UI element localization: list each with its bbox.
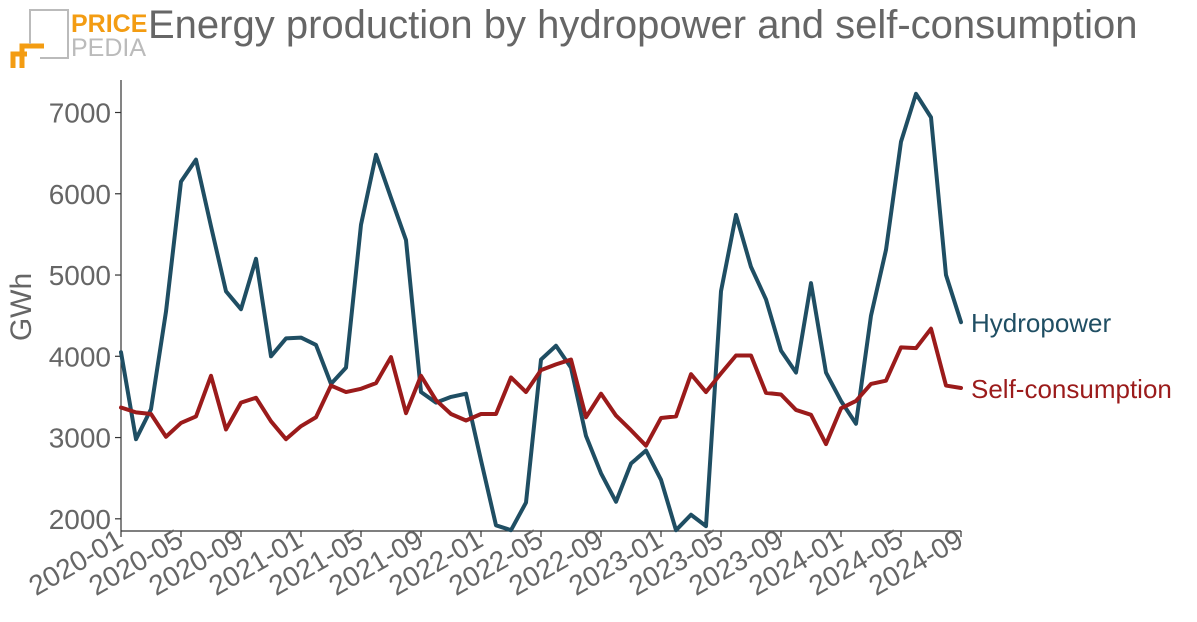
series-line-hydropower bbox=[119, 91, 963, 533]
y-tick-label: 5000 bbox=[49, 260, 111, 291]
y-tick-label: 2000 bbox=[49, 504, 111, 535]
series-label-hydropower: Hydropower bbox=[971, 308, 1112, 338]
pricepedia-logo: PRICE PEDIA bbox=[10, 9, 147, 68]
y-axis-title: GWh bbox=[5, 273, 38, 341]
logo-text-pedia: PEDIA bbox=[71, 34, 146, 62]
y-tick-label: 4000 bbox=[49, 341, 111, 372]
y-axis: 2000 3000 4000 5000 6000 7000 bbox=[49, 80, 122, 535]
series-layer: Hydropower Self-consumption bbox=[119, 91, 1172, 533]
y-tick-label: 6000 bbox=[49, 179, 111, 210]
chart-title: Energy production by hydropower and self… bbox=[148, 3, 1137, 47]
logo-text-price: PRICE bbox=[71, 10, 147, 38]
series-line-self-consumption bbox=[119, 326, 963, 448]
y-tick-label: 7000 bbox=[49, 98, 111, 129]
y-tick-label: 3000 bbox=[49, 423, 111, 454]
x-axis: 2020-012020-052020-092021-012021-052021-… bbox=[24, 523, 968, 601]
series-label-self-consumption: Self-consumption bbox=[971, 374, 1172, 404]
